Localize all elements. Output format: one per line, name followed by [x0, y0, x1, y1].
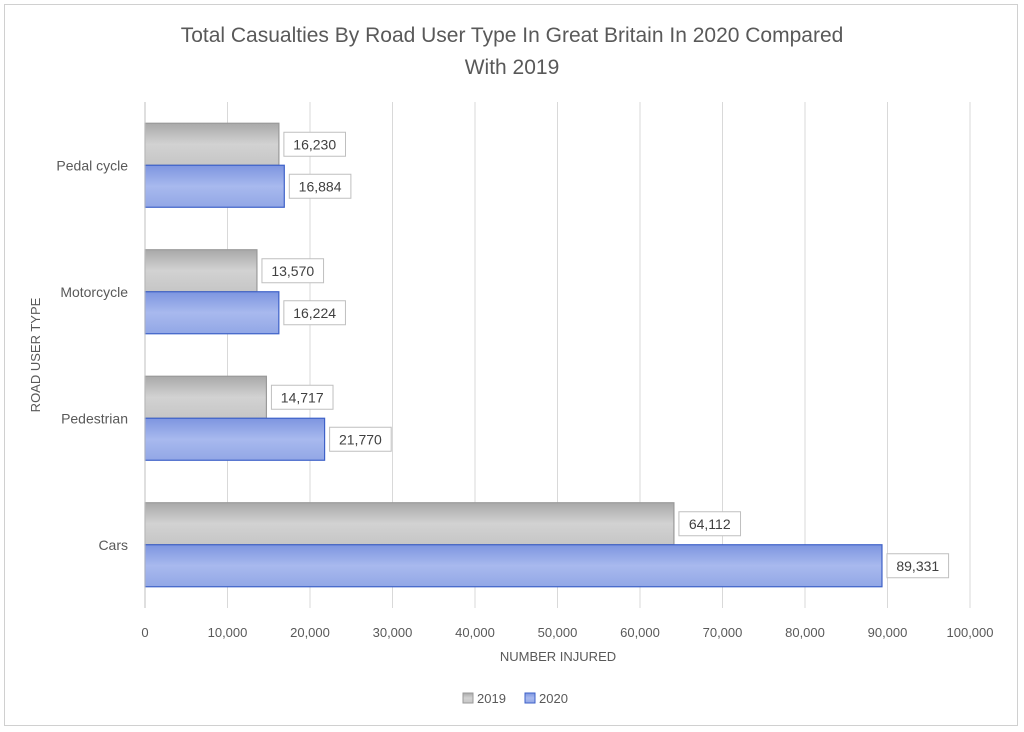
x-tick-label: 100,000 — [947, 625, 994, 640]
bar-2019-pedal-cycle — [144, 122, 280, 166]
data-label-box — [270, 384, 334, 410]
x-tick-label: 60,000 — [620, 625, 660, 640]
legend-swatch-2019 — [462, 692, 474, 704]
bar-2020-cars — [144, 544, 883, 588]
y-category-label: Cars — [98, 537, 128, 553]
x-tick-label: 20,000 — [290, 625, 330, 640]
legend-label-2019: 2019 — [477, 691, 506, 706]
y-category-label: Pedal cycle — [56, 157, 128, 173]
bar-2020-motorcycle — [144, 291, 280, 335]
legend: 2019 2020 — [462, 691, 568, 706]
x-tick-label: 40,000 — [455, 625, 495, 640]
data-label: 21,770 — [339, 431, 382, 447]
bar-2020-pedestrian — [144, 417, 326, 461]
data-labels: 16,230 16,884 13,570 16,224 14,717 21,770 64,1… — [261, 131, 950, 579]
legend-swatch-2020 — [524, 692, 536, 704]
bar-2019-pedestrian — [144, 375, 268, 419]
data-label-box — [283, 300, 346, 326]
x-axis-tick-labels: 0 10,000 20,000 30,000 40,000 50,000 60,000 70,… — [141, 625, 993, 640]
data-label-box — [288, 173, 352, 199]
bar-2020-pedal-cycle — [144, 164, 285, 208]
data-label: 14,717 — [281, 389, 324, 405]
data-label-box — [283, 131, 346, 157]
data-label-box — [261, 258, 325, 284]
data-label-box — [329, 426, 392, 452]
data-label: 16,224 — [293, 305, 336, 321]
legend-label-2020: 2020 — [539, 691, 568, 706]
y-category-label: Pedestrian — [61, 410, 128, 426]
data-label: 13,570 — [271, 263, 314, 279]
x-tick-label: 80,000 — [785, 625, 825, 640]
bar-2019-motorcycle — [144, 249, 258, 293]
data-label: 89,331 — [896, 558, 939, 574]
y-axis-title: ROAD USER TYPE — [28, 297, 43, 412]
bar-series — [144, 122, 883, 588]
y-axis-category-labels: Pedal cycle Motorcycle Pedestrian Cars — [56, 157, 128, 553]
x-tick-label: 30,000 — [373, 625, 413, 640]
x-tick-label: 10,000 — [208, 625, 248, 640]
chart-title-line-2: With 2019 — [465, 56, 560, 79]
x-tick-label: 90,000 — [868, 625, 908, 640]
x-axis-title: NUMBER INJURED — [500, 649, 616, 664]
data-label: 64,112 — [689, 516, 731, 532]
chart-title-line-1: Total Casualties By Road User Type In Gr… — [181, 24, 844, 47]
bar-2019-cars — [144, 502, 675, 546]
x-tick-label: 0 — [141, 625, 148, 640]
data-label: 16,884 — [299, 178, 342, 194]
data-label-box — [678, 511, 742, 537]
data-label: 16,230 — [293, 136, 336, 152]
data-label-box — [886, 553, 950, 579]
x-tick-label: 50,000 — [538, 625, 578, 640]
y-category-label: Motorcycle — [60, 284, 128, 300]
x-tick-label: 70,000 — [703, 625, 743, 640]
